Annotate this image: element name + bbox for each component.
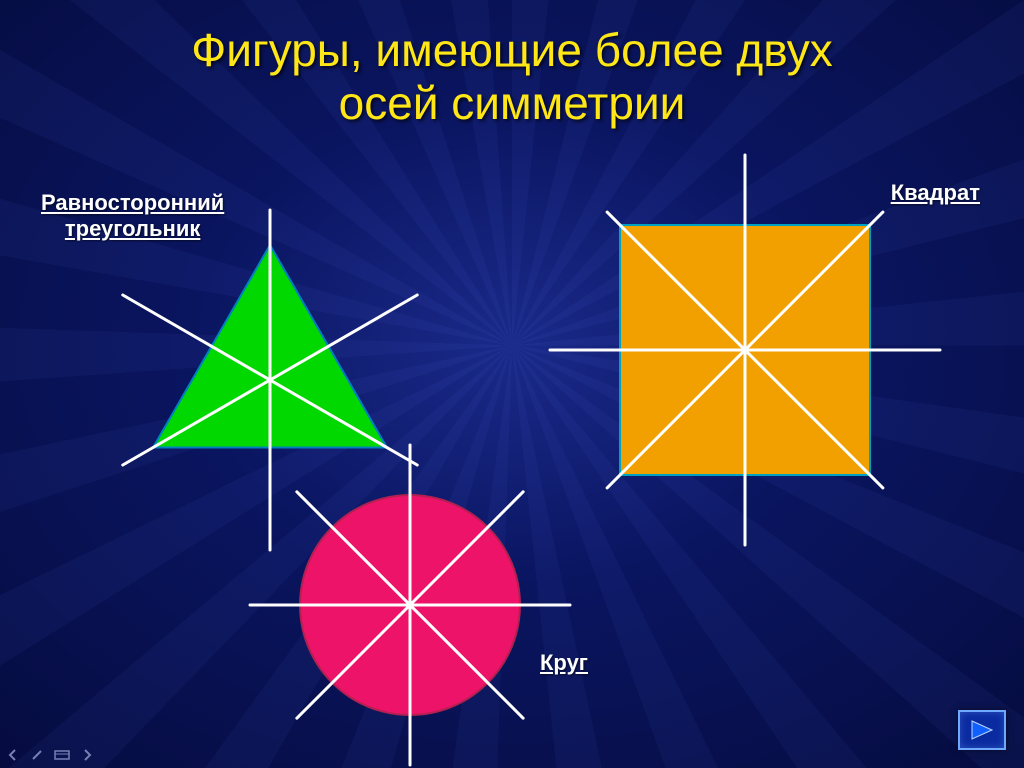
menu-icon[interactable]	[54, 748, 70, 762]
play-arrow-icon	[968, 718, 996, 742]
square-shape	[550, 155, 940, 545]
prev-slide-icon[interactable]	[6, 748, 20, 762]
shapes-canvas	[0, 0, 1024, 768]
next-slide-button[interactable]	[958, 710, 1006, 750]
pen-icon[interactable]	[30, 748, 44, 762]
circle-shape	[250, 445, 570, 765]
next-slide-icon[interactable]	[80, 748, 94, 762]
presenter-toolbar	[6, 748, 94, 762]
equilateral-triangle	[123, 210, 417, 550]
